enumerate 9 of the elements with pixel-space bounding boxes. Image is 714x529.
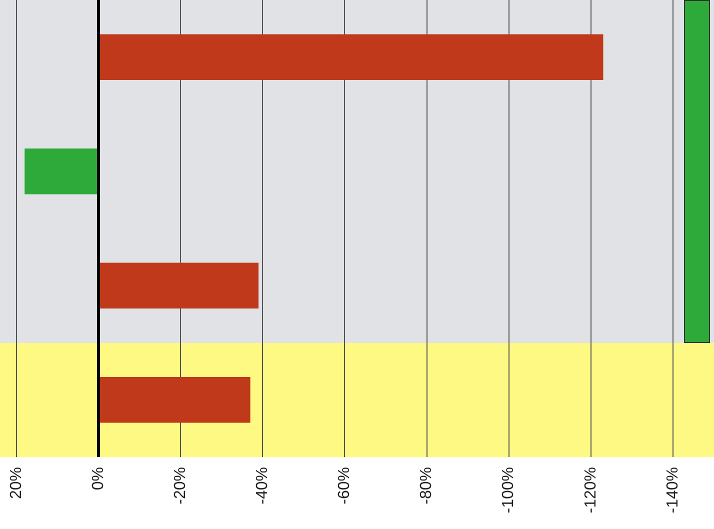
- x-tick-label: -80%: [418, 467, 436, 504]
- x-tick-label: -20%: [172, 467, 189, 504]
- x-tick-label: -100%: [500, 467, 518, 514]
- x-tick-label: -60%: [336, 467, 354, 504]
- x-tick-label: 0%: [90, 467, 107, 490]
- x-tick-label: -120%: [582, 467, 600, 514]
- x-tick-label: -40%: [254, 467, 272, 504]
- x-tick-label: -140%: [664, 467, 682, 514]
- x-tick-label: 20%: [8, 467, 25, 500]
